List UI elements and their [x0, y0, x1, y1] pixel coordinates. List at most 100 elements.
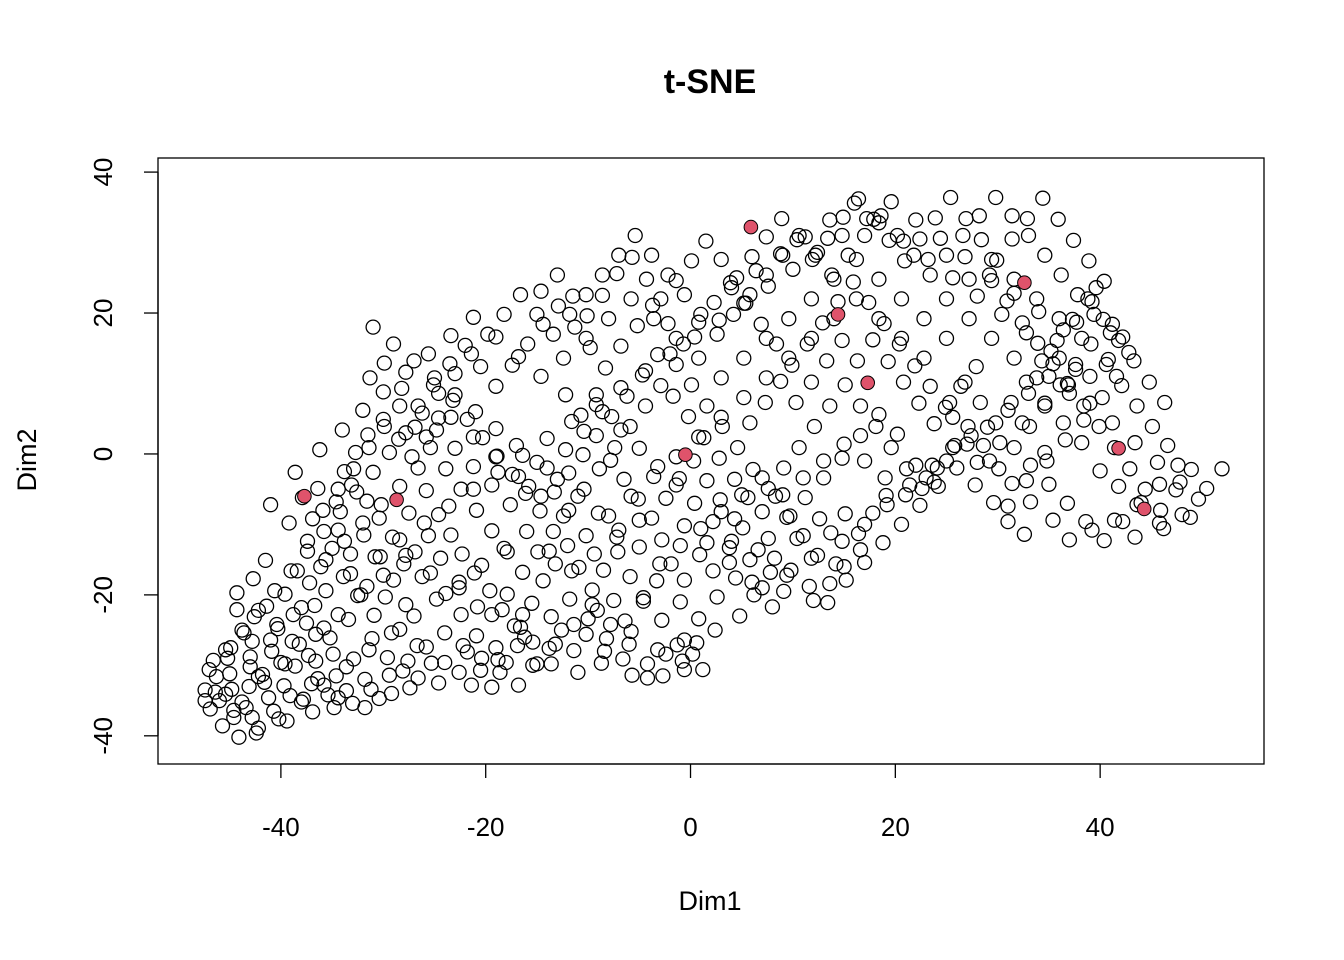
- data-point: [248, 725, 264, 741]
- data-point: [499, 544, 515, 560]
- data-point: [1065, 232, 1082, 249]
- data-point: [698, 233, 714, 249]
- data-point: [580, 611, 596, 627]
- data-point: [222, 666, 238, 682]
- data-point: [960, 418, 976, 435]
- data-point: [516, 629, 533, 645]
- data-point: [407, 544, 423, 560]
- data-point: [924, 457, 940, 473]
- data-point: [772, 246, 789, 262]
- data-point: [1086, 306, 1102, 323]
- data-point: [1000, 498, 1016, 514]
- data-point: [407, 419, 423, 435]
- data-point: [367, 549, 383, 565]
- data-point: [856, 227, 873, 244]
- data-point: [242, 659, 258, 675]
- data-point: [463, 677, 480, 693]
- data-point: [1014, 415, 1030, 431]
- data-point: [202, 701, 218, 717]
- data-point: [353, 587, 369, 603]
- data-point: [289, 563, 305, 579]
- data-point: [850, 191, 867, 207]
- data-point: [594, 287, 611, 304]
- data-point: [692, 547, 708, 563]
- data-point: [840, 247, 856, 263]
- x-axis-label: Dim1: [678, 886, 741, 916]
- data-point: [725, 306, 742, 323]
- data-point: [512, 287, 529, 303]
- data-point: [1018, 374, 1035, 390]
- data-point: [691, 350, 707, 366]
- data-point: [837, 506, 853, 522]
- highlighted-point: [297, 488, 312, 504]
- data-point: [260, 690, 277, 706]
- data-point: [754, 504, 770, 520]
- data-point: [409, 637, 425, 654]
- data-point: [676, 661, 693, 678]
- data-point: [630, 491, 646, 507]
- data-point: [488, 449, 504, 465]
- data-point: [226, 702, 242, 719]
- data-point: [1199, 480, 1215, 497]
- data-point: [379, 649, 396, 666]
- data-point: [533, 368, 549, 385]
- data-point: [623, 291, 639, 307]
- data-point: [1037, 247, 1053, 263]
- data-point: [465, 429, 482, 445]
- data-point: [578, 287, 594, 303]
- data-point: [662, 346, 678, 362]
- data-point: [549, 471, 566, 487]
- data-point: [994, 306, 1010, 323]
- data-point: [961, 311, 977, 327]
- data-point: [822, 212, 838, 228]
- data-point: [711, 312, 727, 328]
- data-point: [1055, 322, 1071, 338]
- data-point: [443, 327, 459, 344]
- data-point: [488, 378, 504, 394]
- data-point: [1106, 512, 1123, 528]
- data-point: [1104, 415, 1121, 431]
- data-point: [566, 642, 582, 659]
- data-point: [1037, 395, 1053, 411]
- data-point: [229, 585, 245, 601]
- data-point: [634, 367, 651, 383]
- data-point: [643, 247, 660, 263]
- data-point: [713, 504, 729, 520]
- data-point: [549, 267, 566, 283]
- data-point: [271, 711, 287, 727]
- data-point: [776, 583, 792, 600]
- data-point: [468, 502, 485, 518]
- data-point: [245, 571, 261, 587]
- data-point: [400, 653, 416, 669]
- data-point: [799, 336, 815, 352]
- data-point: [911, 395, 927, 411]
- data-point: [432, 550, 449, 566]
- chart-title: t-SNE: [664, 63, 757, 101]
- data-point: [672, 594, 688, 610]
- data-point: [547, 556, 563, 572]
- data-point: [668, 272, 684, 289]
- data-point: [1155, 520, 1172, 537]
- data-point: [920, 251, 936, 268]
- data-point: [1067, 361, 1084, 378]
- data-point: [465, 309, 482, 325]
- data-point: [451, 664, 467, 681]
- data-point: [1069, 287, 1086, 303]
- data-point: [760, 480, 776, 497]
- data-point: [776, 460, 792, 476]
- data-point: [1064, 311, 1081, 328]
- data-point: [589, 602, 605, 619]
- data-point: [766, 550, 783, 566]
- data-point: [953, 378, 969, 394]
- data-point: [736, 350, 752, 366]
- data-point: [713, 370, 729, 386]
- highlighted-point: [743, 219, 759, 235]
- data-point: [1108, 368, 1125, 385]
- data-point: [871, 311, 887, 327]
- data-point: [287, 464, 303, 480]
- data-point: [643, 510, 660, 526]
- data-point: [325, 646, 341, 662]
- data-point: [267, 583, 283, 599]
- data-point: [922, 378, 938, 394]
- data-point: [898, 461, 915, 477]
